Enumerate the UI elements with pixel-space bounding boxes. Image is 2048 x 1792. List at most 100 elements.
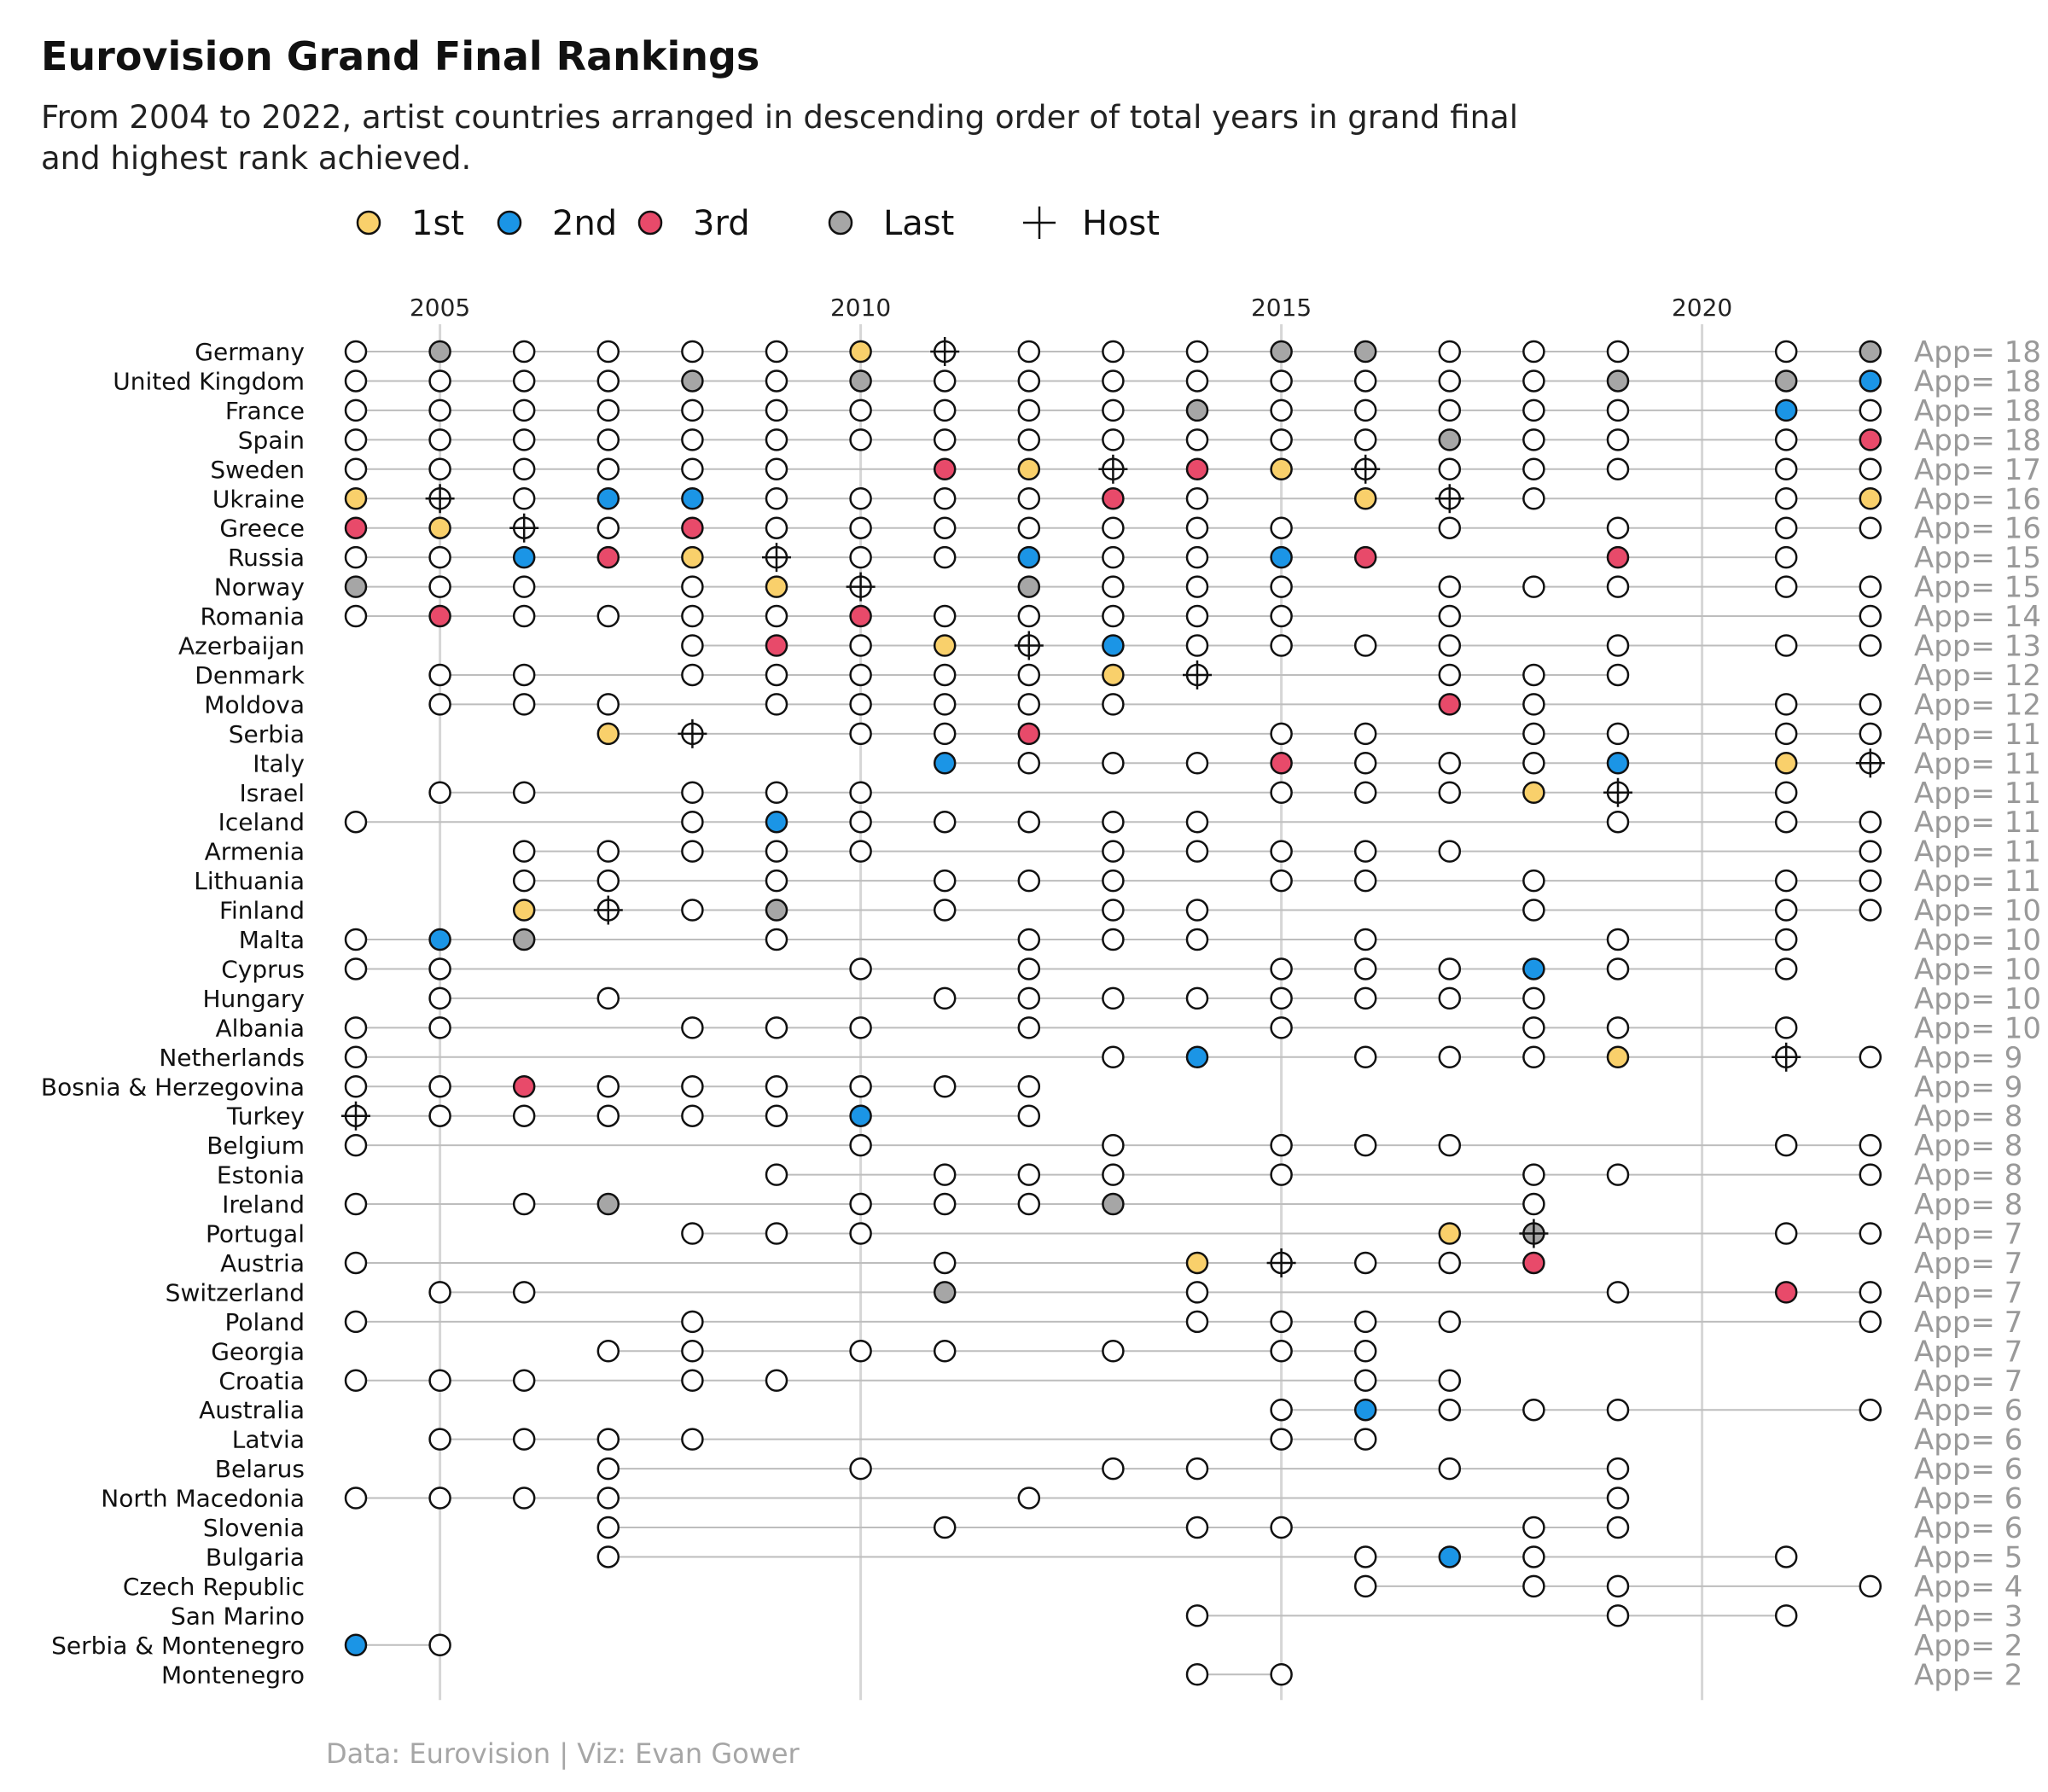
dot-final [933,399,957,422]
dot-final [512,1281,536,1304]
dot-final [344,1192,368,1216]
dot-second [1353,1398,1377,1422]
dot-final [849,545,872,569]
dot-final [1774,1016,1798,1039]
appearances-label: App= 6 [1914,1393,2022,1428]
country-row: Belgium App= 8 [207,1129,2022,1163]
appearances-label: App= 9 [1914,1070,2022,1104]
dot-final [428,986,451,1010]
dot-final [596,869,620,893]
dot-final [428,457,451,481]
dot-final [1859,869,1882,893]
country-label: Portugal [206,1220,305,1248]
dot-final [849,1133,872,1157]
dot-final [1438,575,1462,598]
dot-final [765,869,788,893]
dot-final [596,457,620,481]
appearances-label: App= 10 [1914,1011,2041,1045]
dot-final [1353,1251,1377,1275]
dot-second [1017,545,1041,569]
dot-final [1522,457,1545,481]
dot-second [1859,369,1882,393]
country-row: Poland App= 7 [225,1306,2023,1340]
dot-first [849,340,872,364]
appearances-label: App= 8 [1914,1100,2022,1134]
dot-final [1270,957,1293,980]
dot-final [765,1016,788,1039]
dot-final [512,781,536,804]
dot-final [344,1369,368,1392]
dot-final [428,781,451,804]
dot-final [1017,693,1041,716]
dot-final [1774,810,1798,834]
country-label: Serbia [229,720,305,748]
dot-final [344,1251,368,1275]
dot-final [1774,545,1798,569]
country-row: Italy App= 11 [253,747,2041,781]
dot-final [1102,428,1125,451]
dot-final [1185,986,1209,1010]
dot-final [765,1104,788,1127]
country-label: Bosnia & Herzegovina [41,1073,305,1101]
dot-final [1774,1545,1798,1568]
dot-final [1774,516,1798,539]
dot-final [1606,1516,1630,1539]
dot-last [344,575,368,598]
dot-final [344,1075,368,1098]
dot-final [1185,1281,1209,1304]
country-label: Austria [220,1249,305,1277]
dot-final [1438,634,1462,657]
country-label: Turkey [226,1103,305,1131]
dot-final [1270,1340,1293,1363]
dot-final [1774,1133,1798,1157]
dot-final [681,1075,704,1098]
dot-final [344,1133,368,1157]
dot-final [1522,722,1545,746]
dot-final [1859,516,1882,539]
legend-third-label: 3rd [693,204,750,243]
host-marker [1266,1248,1296,1277]
legend: 1st 2nd 3rd Last Host [356,204,1160,243]
dot-final [1353,1310,1377,1334]
dot-final [681,1369,704,1392]
country-row: North Macedonia App= 6 [101,1482,2022,1516]
appearances-label: App= 7 [1914,1335,2022,1369]
appearances-label: App= 4 [1914,1570,2022,1604]
dot-final [1270,1663,1293,1686]
country-row: Netherlands App= 9 [159,1041,2022,1075]
appearances-label: App= 11 [1914,864,2041,899]
dot-final [1522,1192,1545,1216]
dot-final [1270,399,1293,422]
dot-final [1438,957,1462,980]
country-label: Montenegro [161,1661,305,1689]
dot-second [1606,752,1630,775]
appearances-label: App= 13 [1914,630,2041,664]
dot-final [1438,1398,1462,1422]
country-row: Israel App= 11 [239,777,2041,811]
dot-final [1859,1133,1882,1157]
dot-final [1353,1369,1377,1392]
dot-third [933,457,957,481]
dot-final [344,340,368,364]
dot-final [512,663,536,687]
country-label: Ukraine [212,485,305,513]
dot-final [1522,575,1545,598]
dot-final [1774,899,1798,922]
appearances-label: App= 9 [1914,1041,2022,1075]
dot-final [344,428,368,451]
dot-third [1438,693,1462,716]
appearances-label: App= 11 [1914,835,2041,870]
dot-final [596,1545,620,1568]
dot-final [1017,428,1041,451]
dot-final [596,1457,620,1481]
appearances-label: App= 10 [1914,982,2041,1016]
chart-subtitle-line-2: and highest rank achieved. [41,140,471,177]
appearances-label: App= 10 [1914,952,2041,986]
dot-final [1185,516,1209,539]
dot-last [428,340,451,364]
dot-final [849,634,872,657]
dot-last [1017,575,1041,598]
dot-final [1017,516,1041,539]
dot-final [1017,869,1041,893]
